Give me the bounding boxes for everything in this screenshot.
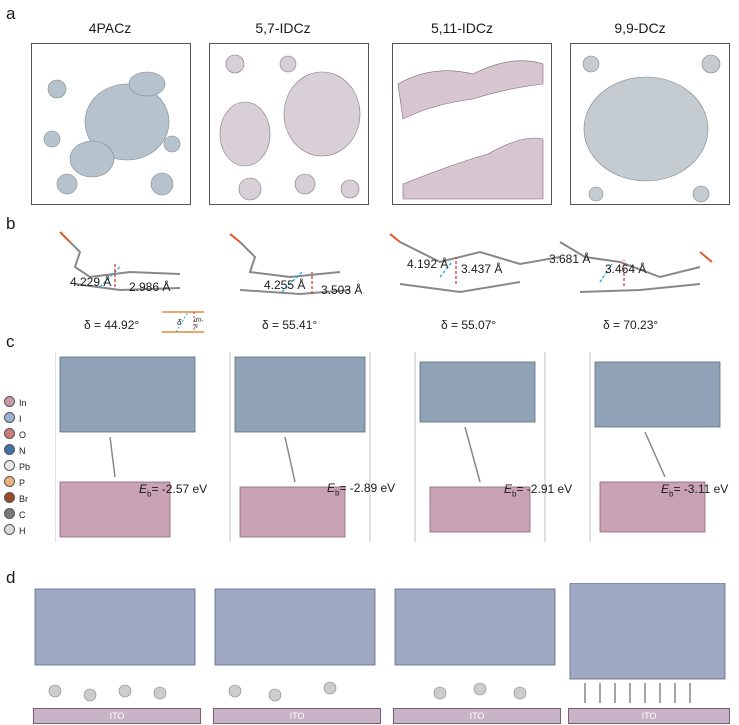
legend-label: Br <box>19 494 28 504</box>
molecule-title-57idcz: 5,7-IDCz <box>255 20 311 36</box>
aggregate-image <box>219 54 361 201</box>
distance-label: 4.229 Å <box>70 275 112 289</box>
legend-item: N <box>4 444 26 456</box>
distance-label: 3.503 Å <box>321 283 363 297</box>
distance-label: 2.986 Å <box>129 280 171 294</box>
ito-substrate: ITO <box>568 708 730 724</box>
distance-label: 4.192 Å <box>407 257 449 271</box>
md-snapshot-511idcz <box>392 43 552 205</box>
legend-item: H <box>4 524 26 536</box>
binding-energy: Eb= -2.57 eV <box>139 482 208 499</box>
legend-label: Pb <box>19 462 31 472</box>
legend-item: O <box>4 428 26 440</box>
legend-label: In <box>19 398 27 408</box>
ito-substrate: ITO <box>393 708 561 724</box>
delta-angle: δ = 70.23° <box>603 318 659 332</box>
legend-item: I <box>4 412 22 424</box>
legend-swatch <box>4 460 15 471</box>
legend-item: P <box>4 476 25 488</box>
molecule-title-4pacz: 4PACz <box>88 20 132 36</box>
legend-swatch <box>4 524 15 535</box>
binding-energy: Eb= -2.89 eV <box>327 481 396 498</box>
aggregate-image <box>582 54 721 203</box>
legend-item: C <box>4 508 26 520</box>
md-snapshot-99dcz <box>570 43 730 205</box>
ito-substrate: ITO <box>213 708 381 724</box>
legend-item: Pb <box>4 460 30 472</box>
legend-swatch <box>4 476 15 487</box>
distance-label: 4.255 Å <box>264 278 306 292</box>
distance-label: 3.681 Å <box>549 252 591 266</box>
legend-label: N <box>19 446 26 456</box>
ito-substrate: ITO <box>33 708 201 724</box>
aggregate-image <box>397 60 544 200</box>
distance-label: 3.464 Å <box>605 262 647 276</box>
delta-angle: δ = 55.07° <box>441 318 497 332</box>
angle-inset: δ dπ-π <box>160 310 206 336</box>
binding-energy: Eb= -3.11 eV <box>661 482 729 499</box>
legend-label: P <box>19 478 26 488</box>
interface-structures <box>55 352 721 542</box>
legend-label: C <box>19 510 26 520</box>
legend-label: O <box>19 430 27 440</box>
distance-label: 3.437 Å <box>461 262 503 276</box>
legend-swatch <box>4 444 15 455</box>
legend-label: H <box>19 526 26 536</box>
molecule-title-99dcz: 9,9-DCz <box>614 20 666 36</box>
molecule-title-511idcz: 5,11-IDCz <box>431 20 493 36</box>
legend-label: I <box>19 414 22 424</box>
delta-angle: δ = 55.41° <box>262 318 318 332</box>
legend-swatch <box>4 492 15 503</box>
legend-item: Br <box>4 492 28 504</box>
aggregate-image <box>43 71 181 196</box>
binding-energy: Eb= -2.91 eV <box>504 482 573 499</box>
dimer-structures <box>59 231 713 296</box>
panel-label-a: a <box>6 4 16 23</box>
legend-swatch <box>4 428 15 439</box>
legend-swatch <box>4 396 15 407</box>
md-snapshot-4pacz <box>31 43 191 205</box>
legend-item: In <box>4 396 27 408</box>
inset-delta: δ <box>177 318 182 327</box>
legend-swatch <box>4 412 15 423</box>
legend-swatch <box>4 508 15 519</box>
inset-d-pi: dπ-π <box>194 318 204 330</box>
panel-label-c: c <box>6 332 15 351</box>
perovskite-schematics <box>34 583 726 703</box>
md-snapshot-57idcz <box>209 43 369 205</box>
panel-label-d: d <box>6 568 16 587</box>
panel-label-b: b <box>6 214 16 233</box>
delta-angle: δ = 44.92° <box>84 318 140 332</box>
